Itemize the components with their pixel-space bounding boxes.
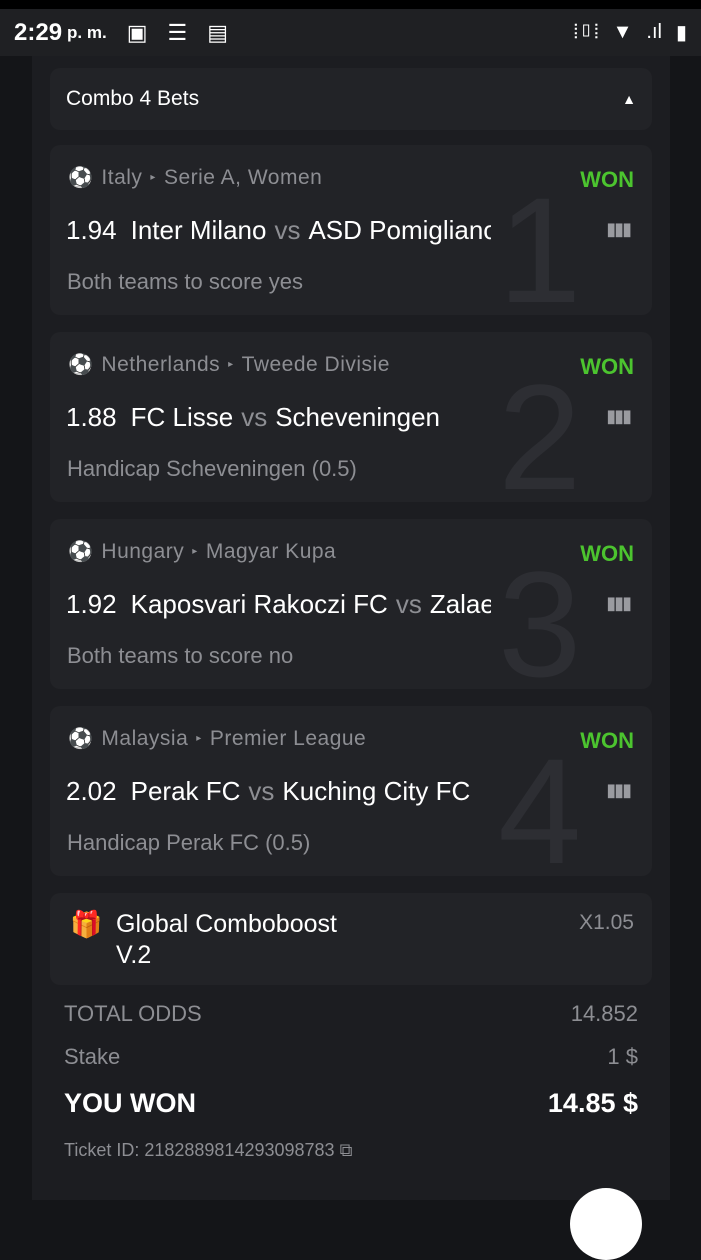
bet-card[interactable]: 4 ⚽ Malaysia ▸ Premier League WON 2.02 Perak… <box>50 706 652 876</box>
odds: 1.92 <box>66 589 117 619</box>
match-line: 2.02 Perak FC vs Kuching City FC <box>66 776 491 807</box>
total-odds-value: 14.852 <box>570 1001 638 1026</box>
won-label: YOU WON <box>64 1088 196 1118</box>
stake-value: 1 $ <box>607 1044 638 1069</box>
soccer-ball-icon: ⚽ <box>68 167 94 189</box>
floating-button[interactable] <box>570 1188 642 1260</box>
ticket-id: Ticket ID: 2182889814293098783 ⧉ <box>64 1140 352 1161</box>
ticket-text: Ticket ID: 2182889814293098783 <box>64 1140 335 1160</box>
away-team: ASD Pomigliano <box>308 215 491 245</box>
country: Netherlands <box>101 352 221 376</box>
caret-icon: ▸ <box>228 359 234 370</box>
country: Malaysia <box>101 726 189 750</box>
vibrate-icon: ⦙▯⦙ <box>573 21 599 43</box>
odds: 2.02 <box>66 776 117 806</box>
stats-icon[interactable]: ▮▮▮ <box>606 593 632 613</box>
boost-name: Global Comboboost V.2 <box>116 910 337 969</box>
combo-title: Combo 4 Bets <box>66 87 200 110</box>
vs: vs <box>274 215 301 245</box>
soccer-ball-icon: ⚽ <box>68 541 94 563</box>
message-icon: ☰ <box>167 19 188 45</box>
pick: Both teams to score yes <box>67 269 303 294</box>
vs: vs <box>395 589 422 619</box>
away-team: Scheveningen <box>275 402 440 432</box>
odds: 1.94 <box>66 215 117 245</box>
clock-ampm: p. m. <box>67 22 107 42</box>
bet-card[interactable]: 3 ⚽ Hungary ▸ Magyar Kupa WON 1.92 Kaposvari… <box>50 519 652 689</box>
pick: Handicap Perak FC (0.5) <box>67 830 311 855</box>
country: Italy <box>101 165 143 189</box>
clock: 2:29 <box>14 18 63 46</box>
match-line: 1.94 Inter Milano vs ASD Pomigliano <box>66 215 491 246</box>
bet-number: 2 <box>498 353 582 502</box>
home-team: Kaposvari Rakoczi FC <box>130 589 388 619</box>
league-line: ⚽ Netherlands ▸ Tweede Divisie <box>68 352 390 377</box>
bet-number: 3 <box>498 540 582 689</box>
home-team: Perak FC <box>130 776 241 806</box>
caret-icon: ▸ <box>150 172 156 183</box>
bet-card[interactable]: 2 ⚽ Netherlands ▸ Tweede Divisie WON 1.88 FC… <box>50 332 652 502</box>
bet-card[interactable]: 1 ⚽ Italy ▸ Serie A, Women WON 1.94 Inter Mi… <box>50 145 652 315</box>
league-line: ⚽ Italy ▸ Serie A, Women <box>68 165 322 190</box>
result-badge: WON <box>580 354 634 379</box>
boost-card: 🎁 Global Comboboost V.2 X1.05 <box>50 893 652 985</box>
bet-number: 4 <box>498 727 582 876</box>
image-icon: ▣ <box>126 19 148 45</box>
match-line: 1.92 Kaposvari Rakoczi FCvsZalaegerszeg <box>66 589 491 620</box>
result-badge: WON <box>580 167 634 192</box>
league: Tweede Divisie <box>241 352 390 376</box>
signal-icon: .ıl <box>646 21 662 43</box>
stake-row: Stake 1 $ <box>64 1044 638 1070</box>
bet-number: 1 <box>498 166 582 315</box>
total-odds-row: TOTAL ODDS 14.852 <box>64 1001 638 1027</box>
boost-multiplier: X1.05 <box>579 911 634 934</box>
result-badge: WON <box>580 728 634 753</box>
soccer-ball-icon: ⚽ <box>68 354 94 376</box>
won-row: YOU WON 14.85 $ <box>64 1088 638 1119</box>
copy-icon[interactable]: ⧉ <box>339 1140 353 1160</box>
combo-header[interactable]: Combo 4 Bets ▲ <box>50 68 652 130</box>
gift-icon: 🎁 <box>70 909 103 939</box>
league: Magyar Kupa <box>205 539 337 563</box>
pick: Both teams to score no <box>67 643 294 668</box>
away-team: Zalaegerszeg <box>429 589 491 619</box>
bet-panel: Combo 4 Bets ▲ 1 ⚽ Italy ▸ Serie A, Women W… <box>32 56 670 1200</box>
battery-icon: ▮ <box>675 22 687 44</box>
collapse-icon[interactable]: ▲ <box>622 91 636 107</box>
league: Premier League <box>209 726 367 750</box>
stake-label: Stake <box>64 1044 121 1069</box>
stats-icon[interactable]: ▮▮▮ <box>606 406 632 426</box>
league: Serie A, Women <box>163 165 323 189</box>
home-team: FC Lisse <box>130 402 234 432</box>
total-odds-label: TOTAL ODDS <box>64 1001 202 1026</box>
vs: vs <box>241 402 268 432</box>
won-value: 14.85 $ <box>547 1088 638 1118</box>
league-line: ⚽ Hungary ▸ Magyar Kupa <box>68 539 336 564</box>
top-band <box>0 0 701 9</box>
soccer-ball-icon: ⚽ <box>68 728 94 750</box>
wifi-icon: ▼ <box>612 21 633 43</box>
home-team: Inter Milano <box>130 215 267 245</box>
league-line: ⚽ Malaysia ▸ Premier League <box>68 726 366 751</box>
status-bar: 2:29 p. m. ▣ ☰ ▤ ⦙▯⦙ ▼ .ıl ▮ <box>0 9 701 56</box>
caret-icon: ▸ <box>192 546 198 557</box>
match-line: 1.88 FC Lisse vs Scheveningen <box>66 402 491 433</box>
away-team: Kuching City FC <box>282 776 471 806</box>
result-badge: WON <box>580 541 634 566</box>
odds: 1.88 <box>66 402 117 432</box>
stats-icon[interactable]: ▮▮▮ <box>606 219 632 239</box>
caret-icon: ▸ <box>196 733 202 744</box>
stats-icon[interactable]: ▮▮▮ <box>606 780 632 800</box>
vs: vs <box>248 776 275 806</box>
country: Hungary <box>101 539 185 563</box>
calendar-icon: ▤ <box>207 19 229 45</box>
pick: Handicap Scheveningen (0.5) <box>67 456 357 481</box>
